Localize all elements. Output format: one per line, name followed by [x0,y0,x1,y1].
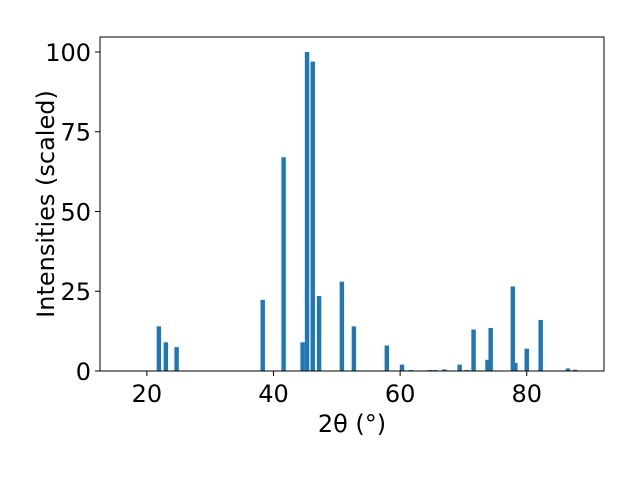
x-tick-label: 20 [132,380,163,408]
bar [260,299,265,371]
bar [565,368,571,371]
y-tick-label: 25 [60,278,91,306]
x-tick-label: 40 [258,380,289,408]
bar [156,326,162,371]
bar [163,342,169,371]
x-tick-label: 80 [511,380,542,408]
bar [384,345,390,371]
bar [399,364,405,371]
plot-frame [99,36,605,372]
x-axis-label: 2θ (°) [318,410,386,438]
bar [174,347,179,371]
bar [524,348,529,371]
bar [304,51,310,371]
y-axis-label: Intensities (scaled) [32,90,60,318]
bar [310,61,315,372]
bar [488,327,493,371]
bar [471,329,476,371]
bar [457,364,462,371]
y-tick-label: 0 [76,358,91,386]
bar [538,319,543,371]
bar [339,281,345,371]
y-tick-label: 100 [45,39,91,67]
bar [316,296,322,371]
bar [351,326,357,371]
y-tick-label: 50 [60,198,91,226]
bar [300,342,305,371]
bar [281,157,286,371]
x-tick-label: 60 [385,380,416,408]
bar [510,286,516,371]
bar [572,369,578,371]
y-tick-label: 75 [60,119,91,147]
bar [513,363,518,371]
bar [485,359,490,371]
bar [442,369,447,371]
